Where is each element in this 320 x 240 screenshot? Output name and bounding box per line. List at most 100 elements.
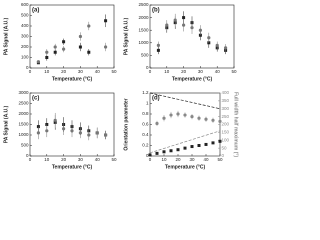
point (87, 24, 91, 28)
y2-tick-label: 150 (222, 130, 230, 135)
y-tick-label: 500 (21, 13, 29, 18)
x-tick-label: 20 (181, 69, 187, 74)
point (156, 48, 160, 52)
point (211, 118, 215, 122)
point (155, 151, 159, 155)
y-axis-label: PA Signal (A.U.) (3, 17, 9, 55)
x-tick-label: 50 (231, 69, 237, 74)
point (197, 116, 201, 120)
y-tick-label: 3000 (18, 90, 29, 95)
x-tick-label: 10 (161, 157, 167, 162)
y-tick-label: 0 (146, 65, 149, 70)
x-tick-label: 20 (61, 157, 67, 162)
x-tick-label: 40 (95, 157, 101, 162)
plot-frame (149, 4, 235, 69)
plot-frame (29, 4, 115, 69)
point (78, 45, 82, 49)
point (169, 149, 173, 153)
x-tick-label: 0 (149, 157, 152, 162)
point (182, 16, 186, 20)
point (183, 113, 187, 117)
y-tick-label: 1.2 (142, 90, 149, 95)
x-axis-label: Temperature (°C) (52, 164, 93, 170)
y-tick-label: 1 (146, 101, 149, 106)
y-tick-label: 0.6 (142, 122, 149, 127)
point (156, 43, 160, 47)
y-tick-label: 2000 (138, 15, 149, 20)
y-tick-label: 2000 (18, 111, 29, 116)
y-tick-label: 2500 (138, 2, 149, 7)
point (183, 146, 187, 150)
panel-label: (b) (152, 8, 160, 14)
point (104, 45, 108, 49)
y-axis-label: Orientation parameter (123, 98, 129, 150)
point (70, 129, 74, 133)
point (162, 150, 166, 154)
x-tick-label: 30 (189, 157, 195, 162)
point (53, 50, 57, 54)
point (215, 43, 219, 47)
y-tick-label: 500 (141, 53, 149, 58)
point (218, 119, 222, 123)
y-tick-label: 0 (26, 153, 29, 158)
x-tick-label: 10 (44, 69, 50, 74)
y-axis-label: PA Signal (A.U.) (3, 105, 9, 143)
y-axis-label: PA Signal (A.U.) (123, 17, 129, 55)
point (190, 115, 194, 119)
point (87, 50, 91, 54)
x-tick-label: 0 (29, 157, 32, 162)
x-tick-label: 50 (111, 157, 117, 162)
panel-label: (c) (32, 96, 39, 102)
point (155, 121, 159, 126)
point (36, 60, 41, 64)
point (162, 116, 166, 120)
x-tick-label: 30 (78, 157, 84, 162)
x-tick-label: 10 (44, 157, 50, 162)
x-tick-label: 50 (111, 69, 117, 74)
point (204, 117, 208, 121)
x-tick-label: 20 (61, 69, 67, 74)
point (87, 133, 91, 137)
panel-label: (d) (152, 96, 160, 102)
series-line (149, 92, 221, 110)
point (104, 19, 108, 23)
point (224, 46, 228, 50)
point (169, 113, 173, 117)
point (204, 142, 208, 146)
y-tick-label: 1000 (138, 40, 149, 45)
y-tick-label: 2500 (18, 101, 29, 106)
y-tick-label: 0.2 (142, 143, 149, 148)
y2-tick-label: 250 (222, 114, 230, 119)
figure: (a)0 10 20 30 40 500100200300400500600Tempera… (3, 2, 239, 170)
x-tick-label: 40 (203, 157, 209, 162)
x-tick-label: 30 (78, 69, 84, 74)
point (190, 26, 194, 30)
point (173, 18, 177, 22)
point (45, 50, 49, 54)
y2-tick-label: 50 (222, 145, 228, 150)
point (62, 40, 66, 44)
y2-tick-label: 350 (222, 98, 230, 103)
y-tick-label: 100 (21, 55, 29, 60)
point (198, 28, 202, 32)
x-tick-label: 40 (215, 69, 221, 74)
point (95, 131, 99, 135)
y-tick-label: 500 (21, 143, 29, 148)
x-tick-label: 10 (164, 69, 170, 74)
y-tick-label: 0.8 (142, 111, 149, 116)
x-tick-label: 30 (198, 69, 204, 74)
point (45, 129, 49, 133)
point (62, 127, 66, 131)
point (165, 23, 169, 27)
point (190, 145, 194, 149)
x-tick-label: 20 (175, 157, 181, 162)
plot-frame (149, 92, 221, 157)
point (182, 23, 186, 27)
y2-axis-label: Full width half maximum (°) (233, 92, 239, 157)
point (62, 47, 66, 51)
x-tick-label: 40 (95, 69, 101, 74)
y2-tick-label: 100 (222, 137, 230, 142)
point (207, 36, 211, 40)
point (53, 118, 57, 122)
y-tick-label: 600 (21, 2, 29, 7)
